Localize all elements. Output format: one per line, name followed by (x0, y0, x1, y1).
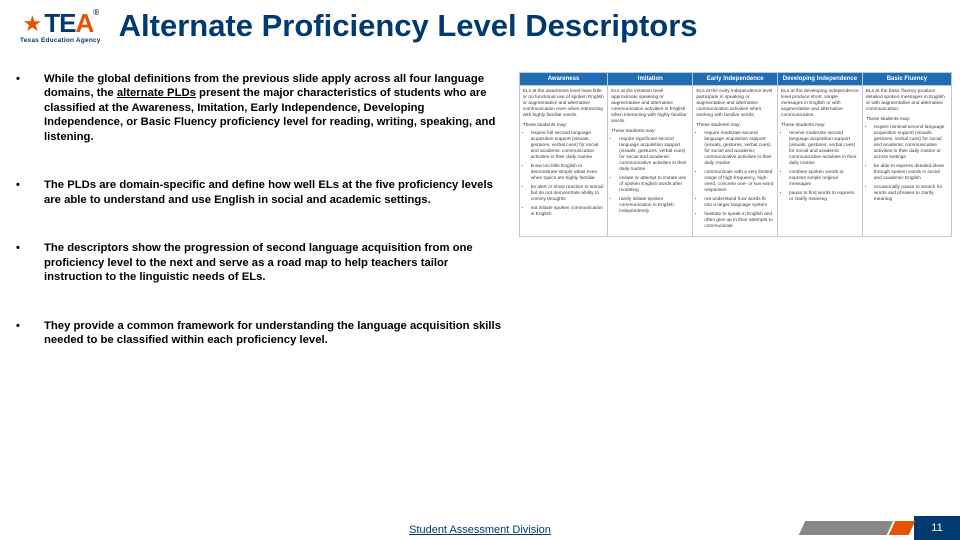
footer-orange-bar (889, 521, 916, 535)
footer-right: 11 (802, 516, 960, 540)
table-header: Developing Independence (778, 73, 863, 86)
footer-center-text: Student Assessment Division (409, 524, 551, 536)
table-cell: ELs at the imitation level approximate s… (608, 86, 693, 237)
header: ★ TEA® Texas Education Agency Alternate … (0, 0, 960, 44)
page-number: 11 (931, 522, 942, 534)
bullet-item: •The descriptors show the progression of… (16, 241, 503, 284)
table-cell: ELs at the awareness level have little o… (519, 86, 608, 237)
table-header: Basic Fluency (862, 73, 951, 86)
table-header: Awareness (519, 73, 608, 86)
bullet-item: •They provide a common framework for und… (16, 319, 503, 348)
page-title: Alternate Proficiency Level Descriptors (119, 9, 698, 43)
table-header: Early Independence (693, 73, 778, 86)
table-cell: ELs at the basic fluency produce detaile… (862, 86, 951, 237)
tea-logo: ★ TEA® Texas Education Agency (20, 8, 101, 44)
bullet-item: •The PLDs are domain-specific and define… (16, 178, 503, 207)
table-cell: ELs at the early independence level part… (693, 86, 778, 237)
table-header: Imitation (608, 73, 693, 86)
logo-text: TEA® (44, 8, 98, 39)
footer-blue-bar: 11 (914, 516, 960, 540)
logo-subtitle: Texas Education Agency (20, 37, 101, 44)
bullet-list-container: •While the global definitions from the p… (16, 72, 503, 381)
footer-grey-bar (799, 521, 894, 535)
content: •While the global definitions from the p… (0, 44, 960, 381)
table-cell: ELs at the developing independence level… (778, 86, 863, 237)
bullet-list: •While the global definitions from the p… (16, 72, 503, 347)
table-container: AwarenessImitationEarly IndependenceDeve… (519, 72, 952, 381)
pld-table: AwarenessImitationEarly IndependenceDeve… (519, 72, 952, 237)
bullet-item: •While the global definitions from the p… (16, 72, 503, 144)
star-icon: ★ (22, 11, 42, 37)
footer: Student Assessment Division 11 (0, 516, 960, 540)
